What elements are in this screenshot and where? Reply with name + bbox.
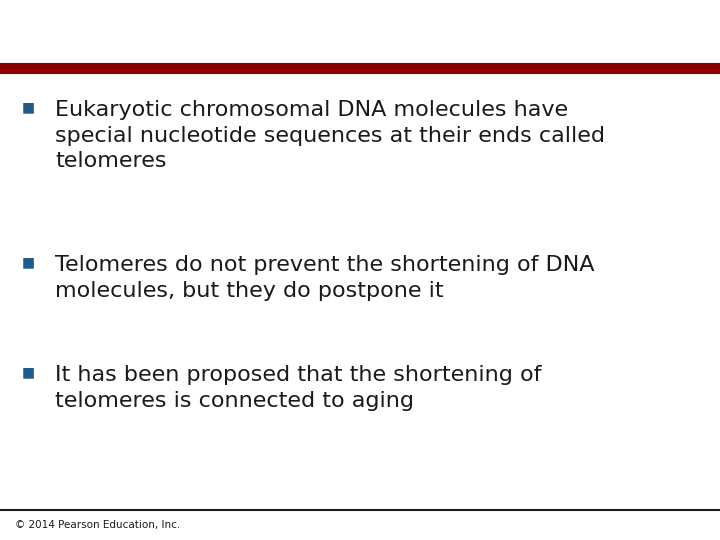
Text: Eukaryotic chromosomal DNA molecules have
special nucleotide sequences at their : Eukaryotic chromosomal DNA molecules hav…: [55, 100, 605, 171]
Text: It has been proposed that the shortening of
telomeres is connected to aging: It has been proposed that the shortening…: [55, 365, 541, 410]
Text: Telomeres do not prevent the shortening of DNA
molecules, but they do postpone i: Telomeres do not prevent the shortening …: [55, 255, 595, 301]
Text: © 2014 Pearson Education, Inc.: © 2014 Pearson Education, Inc.: [15, 520, 180, 530]
Text: ■: ■: [22, 365, 35, 379]
Text: ■: ■: [22, 100, 35, 114]
Text: ■: ■: [22, 255, 35, 269]
